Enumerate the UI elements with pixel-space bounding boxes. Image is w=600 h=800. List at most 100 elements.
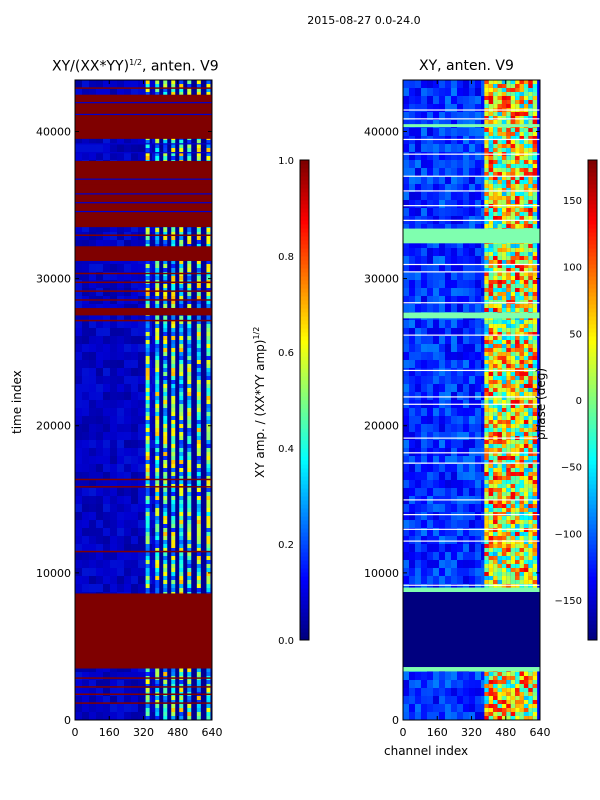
right-heatmap-cell (469, 520, 475, 528)
right-heatmap-cell (523, 480, 529, 484)
left-heatmap-cell (171, 548, 176, 552)
left-heatmap-cell (124, 496, 131, 504)
right-heatmap-cell (488, 280, 494, 284)
left-heatmap-cell (155, 492, 160, 496)
left-heatmap-cell (196, 456, 201, 460)
right-heatmap-cell (510, 100, 516, 104)
right-heatmap-cell (523, 528, 529, 532)
right-heatmap-cell (493, 188, 498, 192)
left-colorbar-segment (300, 180, 309, 185)
right-heatmap-cell (519, 88, 524, 92)
left-heatmap-cell (155, 508, 160, 512)
left-heatmap-cell (96, 408, 103, 416)
left-heatmap-cell (171, 568, 176, 572)
right-heatmap-cell (451, 520, 457, 528)
right-heatmap-cell (484, 420, 489, 424)
left-heatmap-cell (124, 680, 131, 688)
left-heatmap-cell (138, 88, 145, 96)
right-heatmap-cell (409, 464, 415, 472)
left-heatmap-cell (187, 288, 192, 292)
left-heatmap-cell (110, 680, 117, 688)
right-heatmap-cell (403, 368, 409, 376)
left-heatmap-cell (110, 152, 117, 160)
left-heatmap-cell (103, 312, 110, 320)
left-heatmap-cell (124, 312, 131, 320)
right-heatmap-cell (484, 508, 489, 512)
right-heatmap-cell (488, 388, 494, 392)
right-heatmap-cell (475, 304, 481, 312)
right-heatmap-cell (469, 384, 475, 392)
left-heatmap-cell (145, 480, 150, 484)
right-heatmap-cell (532, 396, 538, 400)
right-heatmap-cell (451, 184, 457, 192)
right-heatmap-cell (506, 332, 511, 336)
left-heatmap-cell (187, 264, 192, 268)
left-heatmap-cell (155, 460, 160, 464)
left-heatmap-cell (155, 292, 160, 296)
right-heatmap-cell (481, 448, 487, 456)
right-heatmap-cell (457, 272, 463, 280)
left-heatmap-cell (124, 400, 131, 408)
left-heatmap-cell (196, 668, 201, 672)
left-heatmap-cell (145, 292, 150, 296)
left-heatmap-cell (131, 456, 138, 464)
right-heatmap-cell (532, 132, 538, 136)
right-heatmap-cell (528, 508, 533, 512)
left-heatmap-cell (96, 456, 103, 464)
left-heatmap-cell (196, 708, 201, 712)
right-heatmap-cell (433, 488, 439, 496)
right-heatmap-cell (501, 304, 507, 308)
right-heatmap-cell (481, 424, 487, 432)
left-heatmap-cell (187, 144, 192, 148)
right-heatmap-cell (532, 84, 538, 88)
left-heatmap-cell (145, 548, 150, 552)
right-heatmap-cell (532, 144, 538, 148)
right-heatmap-cell (439, 440, 445, 448)
right-heatmap-cell (421, 88, 427, 96)
left-heatmap-cell (171, 356, 176, 360)
left-heatmap-cell (75, 528, 82, 536)
left-heatmap-cell (117, 496, 124, 504)
right-heatmap-cell (481, 536, 487, 544)
left-heatmap-cell (206, 520, 211, 524)
right-heatmap-cell (519, 484, 524, 488)
left-heatmap-cell (145, 544, 150, 548)
right-heatmap-cell (484, 360, 489, 364)
left-heatmap-cell (89, 688, 96, 696)
right-heatmap-cell (519, 148, 524, 152)
left-heatmap-cell (155, 484, 160, 488)
right-heatmap-cell (421, 512, 427, 520)
right-heatmap-cell (415, 432, 421, 440)
right-heatmap-cell (501, 332, 507, 336)
right-heatmap-cell (501, 292, 507, 296)
left-heatmap-cell (145, 572, 150, 576)
left-heatmap-cell (206, 584, 211, 588)
left-heatmap-cell (103, 424, 110, 432)
left-heatmap-cell (171, 412, 176, 416)
left-heatmap-cell (75, 400, 82, 408)
right-heatmap-cell (484, 392, 489, 396)
left-heatmap-cell (82, 504, 89, 512)
left-heatmap-cell (163, 400, 168, 404)
right-heatmap-cell (501, 512, 507, 516)
left-heatmap-cell (171, 384, 176, 388)
left-heatmap-cell (196, 572, 201, 576)
left-unflagged-line (75, 193, 212, 195)
right-heatmap-cell (515, 304, 520, 308)
right-heatmap-cell (403, 512, 409, 520)
right-heatmap-cell (433, 696, 439, 704)
right-heatmap-cell (403, 184, 409, 192)
left-heatmap-cell (171, 228, 176, 232)
left-heatmap-cell (171, 700, 176, 704)
right-heatmap-cell (493, 140, 498, 144)
right-heatmap-cell (488, 244, 494, 248)
left-heatmap-cell (89, 512, 96, 520)
right-heatmap-cell (481, 104, 487, 112)
right-heatmap-cell (403, 560, 409, 568)
left-heatmap-cell (163, 340, 168, 344)
left-heatmap-cell (82, 688, 89, 696)
right-heatmap-cell (445, 152, 451, 160)
right-heatmap-cell (510, 220, 516, 224)
left-heatmap-cell (155, 672, 160, 676)
right-heatmap-cell (515, 88, 520, 92)
